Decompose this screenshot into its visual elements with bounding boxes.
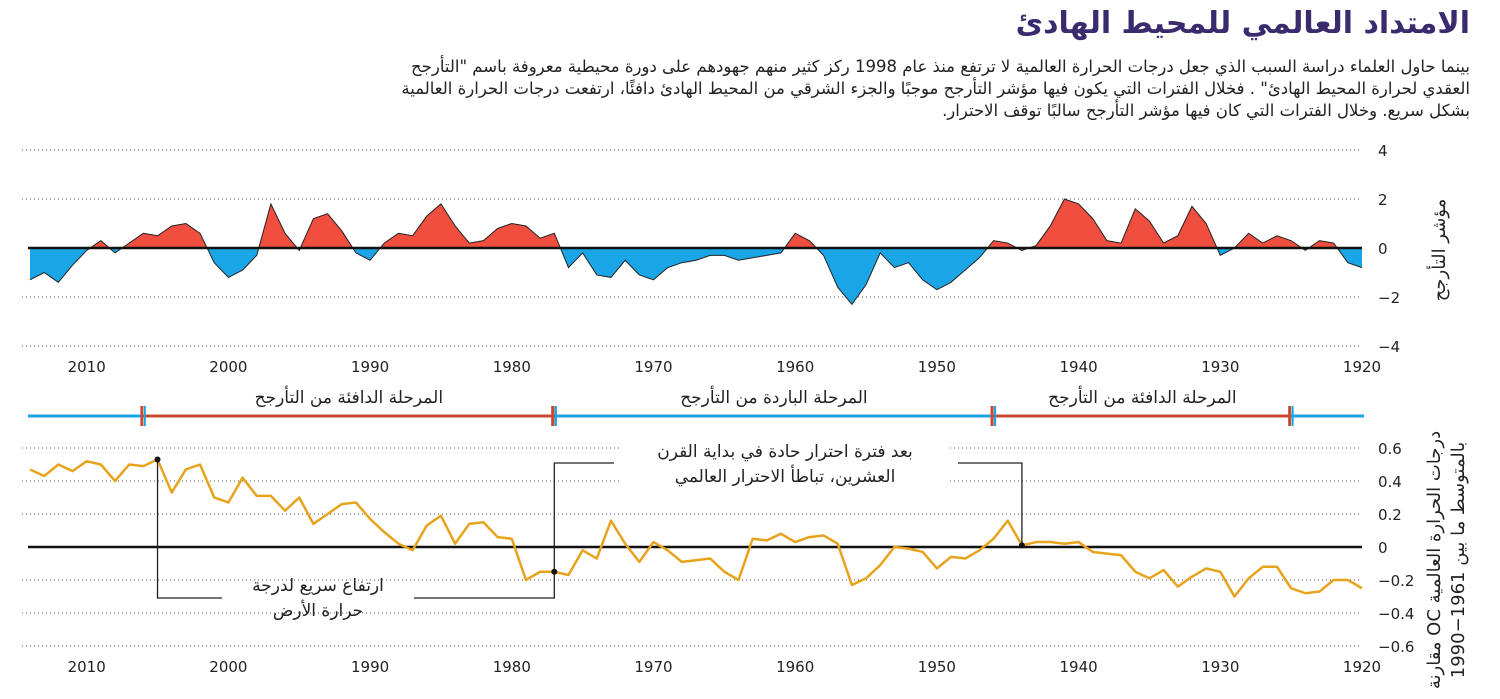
pdo-y-tick-label: 4 (1378, 142, 1388, 160)
intro-line: بينما حاول العلماء دراسة السبب الذي جعل … (411, 57, 1470, 76)
pdo-x-tick-label: 1950 (918, 358, 956, 376)
phase-bar: المرحلة الدافئة من التأرجح المرحلة البارد… (28, 385, 1364, 426)
temp-x-tick-label: 1930 (1201, 658, 1239, 676)
temp-y-tick-label: −0.6 (1378, 638, 1414, 656)
temp-y-tick-label: −0.2 (1378, 572, 1414, 590)
rapid-annotation-line: حرارة الأرض (273, 600, 363, 621)
temp-series-line (29, 458, 1363, 598)
intro-line: العقدي لحرارة المحيط الهادئ" . فخلال الف… (401, 79, 1470, 98)
hiatus-connector (553, 462, 614, 572)
pdo-x-tick-label: 1970 (634, 358, 672, 376)
phase-label-cold: المرحلة الباردة من التأرجح (680, 385, 867, 408)
temp-x-tick-label: 1970 (634, 658, 672, 676)
temp-x-tick-label: 2000 (209, 658, 247, 676)
hiatus-connector (958, 462, 1023, 546)
pdo-warm-area (90, 199, 1338, 248)
pdo-x-tick-label: 1960 (776, 358, 814, 376)
temp-y-tick-label: 0.6 (1378, 440, 1402, 458)
pdo-x-tick-label: 2000 (209, 358, 247, 376)
rapid-connector (156, 459, 222, 599)
hiatus-label-bg (620, 438, 950, 492)
intro-text: بينما حاول العلماء دراسة السبب الذي جعل … (0, 56, 1470, 122)
pdo-y-axis-label: مؤشر التأرجح (1426, 199, 1450, 302)
pdo-x-tick-label: 1980 (493, 358, 531, 376)
phase-label-warm: المرحلة الدافئة من التأرجح (255, 385, 443, 408)
hiatus-annotation-line: العشرين، تباطأ الاحترار العالمي (675, 464, 896, 487)
intro-line: بشكل سريع. وخلال الفترات التي كان فيها م… (942, 101, 1470, 120)
temp-x-tick-label: 1980 (493, 658, 531, 676)
pdo-x-tick-label: 1940 (1060, 358, 1098, 376)
pdo-y-tick-label: 0 (1378, 240, 1388, 258)
temp-y-tick-label: 0.2 (1378, 506, 1402, 524)
temp-y-tick-label: 0.4 (1378, 473, 1402, 491)
temp-y-axis-label-1: درجات الحرارة العالمية OC مقارنة (1424, 431, 1445, 689)
pdo-series-line (29, 198, 1363, 306)
temp-x-tick-label: 1920 (1343, 658, 1381, 676)
pdo-cold-area (30, 248, 1362, 305)
page-title: الامتداد العالمي للمحيط الهادئ (1015, 6, 1470, 41)
pdo-y-tick-label: −2 (1378, 289, 1400, 307)
pdo-x-tick-label: 2010 (68, 358, 106, 376)
hiatus-annotation-line: بعد فترة احترار حادة في بداية القرن (657, 442, 913, 462)
temperature-chart: 0.6 0.4 0.2 0 −0.2 −0.4 −0.6 2010 2000 1990 1980 19… (22, 438, 1414, 676)
rapid-annotation-line: ارتفاع سريع لدرجة (252, 576, 384, 596)
hiatus-point-marker (1018, 542, 1025, 549)
temp-x-tick-label: 1950 (918, 658, 956, 676)
temp-x-tick-label: 1960 (776, 658, 814, 676)
pdo-y-tick-label: −4 (1378, 338, 1400, 356)
pdo-y-tick-label: 2 (1378, 191, 1388, 209)
temp-x-tick-label: 1990 (351, 658, 389, 676)
temp-y-axis-label-2: بالمتوسط ما بين 1961−1990 (1448, 442, 1469, 678)
phase-label-warm: المرحلة الدافئة من التأرجح (1048, 385, 1236, 408)
rapid-point-marker (154, 456, 161, 463)
rapid-connector (414, 571, 555, 599)
pdo-x-tick-label: 1990 (351, 358, 389, 376)
temp-x-tick-label: 2010 (68, 658, 106, 676)
pdo-chart: 4 2 0 −2 −4 2010 2000 1990 1980 1970 1960 1950 1940 1… (22, 142, 1400, 376)
temp-y-tick-label: 0 (1378, 539, 1388, 557)
pdo-x-tick-label: 1930 (1201, 358, 1239, 376)
temp-x-tick-label: 1940 (1060, 658, 1098, 676)
temp-y-tick-label: −0.4 (1378, 605, 1414, 623)
pdo-x-tick-label: 1920 (1343, 358, 1381, 376)
